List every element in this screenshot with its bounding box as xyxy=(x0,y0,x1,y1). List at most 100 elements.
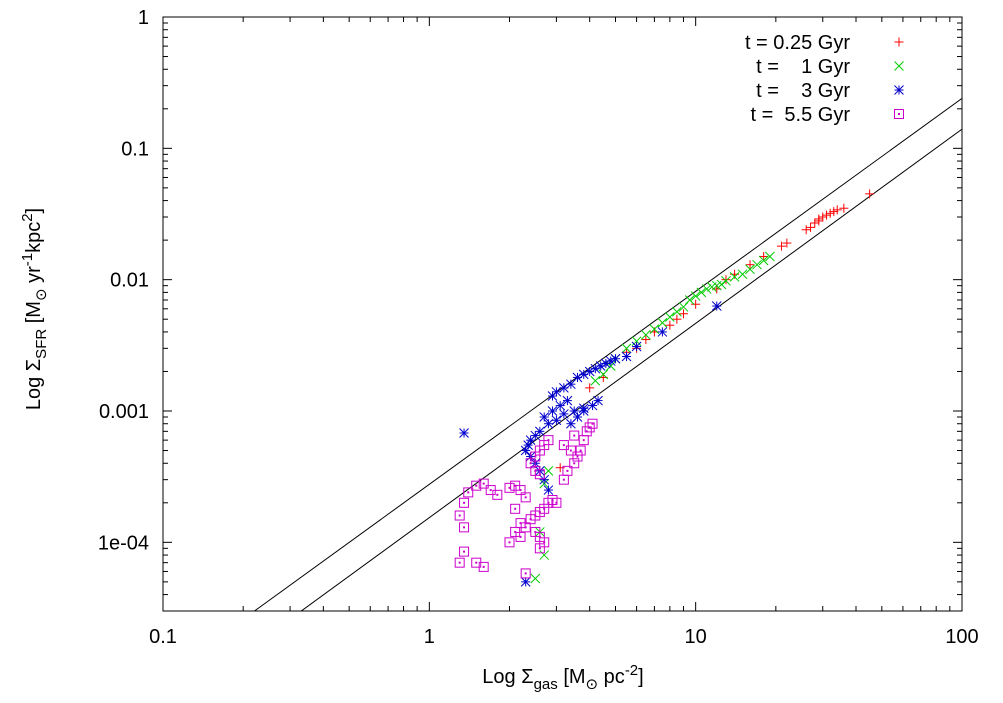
data-point xyxy=(575,445,586,456)
data-point xyxy=(737,269,748,280)
data-point xyxy=(631,336,642,347)
data-point xyxy=(711,301,722,311)
data-point xyxy=(745,260,755,270)
reference-line-upper-law xyxy=(253,97,962,611)
data-point xyxy=(562,395,573,406)
data-point xyxy=(610,353,621,364)
data-point xyxy=(706,282,717,292)
data-point xyxy=(543,485,554,495)
data-point xyxy=(631,341,642,352)
data-point xyxy=(752,259,762,270)
data-point xyxy=(649,324,660,334)
data-point xyxy=(471,480,482,491)
y-tick-label: 1 xyxy=(138,7,149,29)
data-point xyxy=(569,430,580,441)
data-point xyxy=(520,568,531,579)
data-point xyxy=(547,391,558,401)
data-point xyxy=(504,537,515,548)
data-point xyxy=(539,412,550,422)
data-point xyxy=(825,208,835,218)
data-point xyxy=(547,406,558,416)
x-axis-label: Log Σgas [M⊙ pc-2] xyxy=(482,662,643,693)
data-point xyxy=(459,522,470,533)
data-point xyxy=(665,312,675,322)
y-axis-label: Log ΣSFR [M⊙ yr-1kpc2] xyxy=(19,208,50,410)
x-tick-label: 100 xyxy=(945,626,978,648)
data-point xyxy=(459,428,469,438)
data-point xyxy=(810,218,820,228)
data-point xyxy=(543,435,554,446)
y-tick-label: 0.01 xyxy=(110,270,149,292)
data-point xyxy=(551,415,562,426)
legend-label: t = 0.25 Gyr xyxy=(745,32,850,54)
axes: 0.1 1 10 100 1e-04 0.001 0.01 0.1 1 xyxy=(98,7,979,648)
plot-area xyxy=(253,97,962,611)
data-point xyxy=(539,550,550,560)
data-point xyxy=(759,252,769,262)
data-point xyxy=(520,577,531,587)
data-point xyxy=(782,238,792,248)
data-point xyxy=(691,299,701,309)
data-point xyxy=(665,320,675,330)
data-point xyxy=(672,314,682,324)
data-point xyxy=(558,440,569,451)
legend-label: t = 5.5 Gyr xyxy=(751,104,851,126)
data-point xyxy=(559,409,569,419)
data-point xyxy=(530,430,541,441)
data-point xyxy=(520,445,531,456)
data-point xyxy=(539,474,550,485)
data-point xyxy=(701,284,712,294)
legend-marker xyxy=(894,37,904,47)
legend-marker xyxy=(894,61,904,71)
data-point xyxy=(822,210,832,220)
data-point xyxy=(478,561,489,572)
data-point xyxy=(729,272,740,282)
data-point xyxy=(551,497,562,508)
series-0 xyxy=(555,189,875,473)
data-point xyxy=(566,418,576,429)
data-point xyxy=(678,302,689,312)
data-point xyxy=(801,225,811,235)
data-point xyxy=(578,403,589,414)
data-point xyxy=(696,287,707,298)
y-tick-label: 0.1 xyxy=(121,138,149,160)
data-point xyxy=(520,492,531,503)
legend-marker xyxy=(894,85,904,95)
data-point xyxy=(558,474,569,485)
data-point xyxy=(530,573,541,584)
data-point xyxy=(534,543,545,554)
reference-line-lower-law xyxy=(300,128,962,611)
x-tick-label: 0.1 xyxy=(149,626,177,648)
data-point xyxy=(584,422,595,433)
data-point xyxy=(562,465,573,476)
data-point xyxy=(690,291,701,301)
data-point xyxy=(839,203,849,213)
legend-marker xyxy=(894,109,904,119)
data-point xyxy=(765,251,775,262)
data-point xyxy=(745,264,755,275)
data-point xyxy=(504,482,515,493)
data-point xyxy=(829,207,839,217)
y-tick-label: 1e-04 xyxy=(98,532,149,554)
data-point xyxy=(515,531,526,542)
series-1 xyxy=(530,251,775,584)
data-point xyxy=(454,510,465,521)
data-point xyxy=(590,375,601,386)
data-point xyxy=(640,329,651,340)
data-point xyxy=(657,327,668,337)
data-point xyxy=(806,222,816,232)
data-point xyxy=(565,445,576,456)
data-point xyxy=(547,495,558,506)
data-point xyxy=(621,351,632,362)
data-point xyxy=(721,275,731,285)
legend-label: t = 3 Gyr xyxy=(756,80,850,102)
data-point xyxy=(587,418,598,429)
series-2 xyxy=(459,301,722,587)
data-point xyxy=(581,426,592,437)
data-point xyxy=(510,503,521,514)
data-point xyxy=(672,306,682,317)
data-point xyxy=(454,557,465,568)
data-point xyxy=(555,400,566,411)
